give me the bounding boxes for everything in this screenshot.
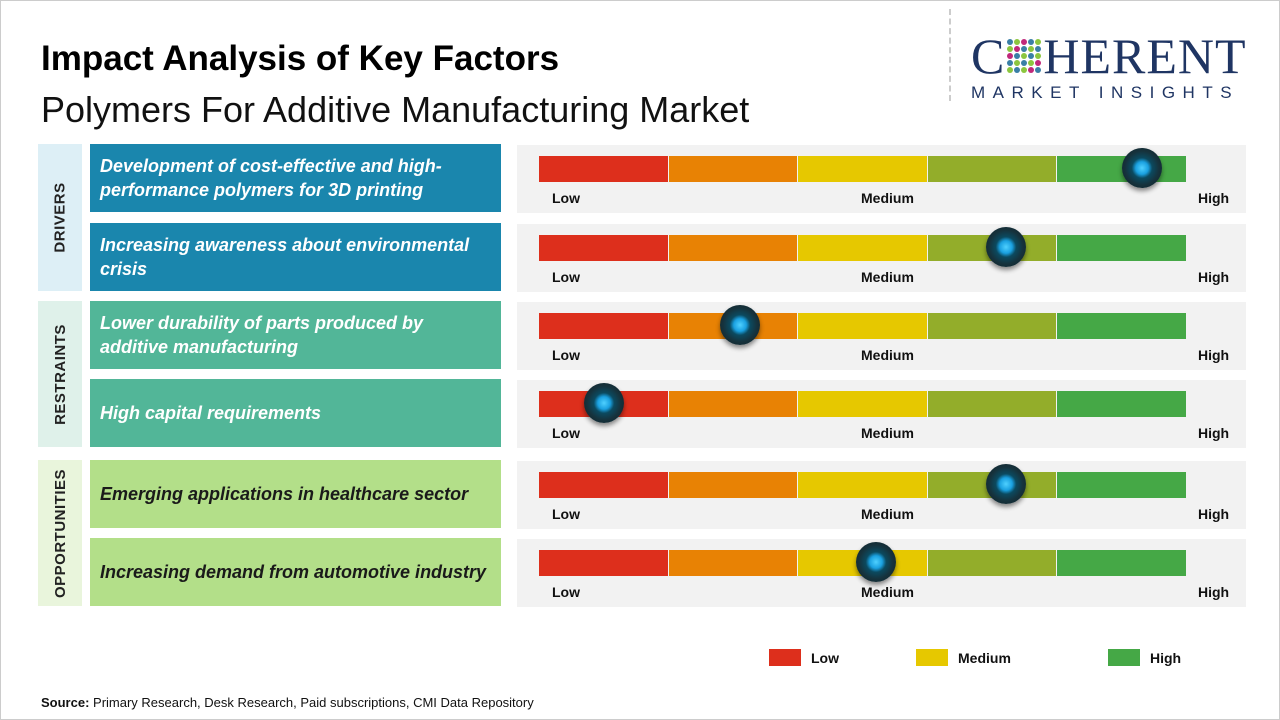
impact-marker	[985, 227, 1026, 267]
gauge-segment	[539, 550, 668, 576]
category-text: OPPORTUNITIES	[51, 468, 69, 598]
impact-marker	[985, 464, 1026, 504]
gauge-segment	[1057, 472, 1186, 498]
scale-label: High	[1198, 347, 1230, 363]
scale-label: Medium	[861, 190, 914, 206]
gauge-segment	[539, 235, 668, 261]
scale-label: Medium	[861, 269, 914, 285]
gauge-segment	[668, 472, 798, 498]
impact-marker	[1121, 148, 1162, 188]
gauge-segment	[668, 550, 798, 576]
chart-subtitle: Polymers For Additive Manufacturing Mark…	[41, 89, 750, 130]
gauge-segment	[1057, 391, 1186, 417]
scale-label: Medium	[861, 347, 914, 363]
gauge-segment	[1057, 313, 1186, 339]
scale-label: High	[1198, 269, 1230, 285]
gauge-segment	[927, 550, 1057, 576]
legend-label: Medium	[958, 649, 1011, 666]
scale-label: High	[1198, 190, 1230, 206]
factor-text: Development of cost-effective and high-p…	[90, 144, 501, 212]
scale-label: High	[1198, 506, 1230, 522]
category-text: DRIVERS	[51, 182, 69, 253]
impact-marker	[719, 305, 760, 345]
gauge-segment	[668, 235, 798, 261]
scale-label: Low	[552, 269, 580, 285]
impact-marker	[855, 542, 896, 582]
impact-gauge: Low Medium High	[517, 302, 1246, 370]
gauge-segment	[927, 313, 1057, 339]
gauge-segment	[798, 156, 927, 182]
scale-label: Medium	[861, 425, 914, 441]
scale-label: Medium	[861, 584, 914, 600]
gauge-segment	[1057, 235, 1186, 261]
factor-text: Lower durability of parts produced by ad…	[90, 301, 501, 369]
legend-label: High	[1150, 649, 1182, 666]
gauge-segment	[798, 472, 927, 498]
chart-title: Impact Analysis of Key Factors	[41, 39, 560, 78]
gauge-segment	[668, 391, 798, 417]
factor-text: Increasing awareness about environmental…	[90, 223, 501, 291]
legend-swatch	[1108, 649, 1140, 666]
gauge-segment	[539, 156, 668, 182]
scale-label: Low	[552, 506, 580, 522]
impact-gauge: Low Medium High	[517, 224, 1246, 292]
scale-label: Low	[552, 347, 580, 363]
gauge-segment	[539, 472, 668, 498]
globe-icon	[1007, 39, 1042, 73]
scale-label: Low	[552, 425, 580, 441]
factor-text: High capital requirements	[90, 379, 501, 447]
legend-swatch	[916, 649, 948, 666]
legend-item: Medium	[916, 649, 1011, 666]
gauge-segment	[668, 156, 798, 182]
gauge-segment	[798, 235, 927, 261]
legend-item: High	[1108, 649, 1181, 666]
category-label: RESTRAINTS	[38, 301, 82, 447]
gauge-segment	[927, 391, 1057, 417]
logo-tagline: MARKET INSIGHTS	[971, 83, 1240, 102]
impact-gauge: Low Medium High	[517, 145, 1246, 213]
source-note: Source: Primary Research, Desk Research,…	[41, 695, 534, 710]
legend-swatch	[769, 649, 801, 666]
category-text: RESTRAINTS	[51, 323, 69, 425]
impact-marker	[583, 383, 624, 423]
gauge-segment	[927, 156, 1057, 182]
factor-text: Increasing demand from automotive indust…	[90, 538, 501, 606]
gauge-segment	[798, 391, 927, 417]
impact-gauge: Low Medium High	[517, 461, 1246, 529]
impact-gauge: Low Medium High	[517, 539, 1246, 607]
gauge-segment	[798, 313, 927, 339]
category-label: OPPORTUNITIES	[38, 460, 82, 606]
scale-label: Medium	[861, 506, 914, 522]
scale-label: High	[1198, 425, 1230, 441]
gauge-segment	[1057, 550, 1186, 576]
source-label: Source:	[41, 695, 90, 710]
gauge-segment	[539, 313, 668, 339]
factor-text: Emerging applications in healthcare sect…	[90, 460, 501, 528]
scale-label: Low	[552, 584, 580, 600]
legend-label: Low	[811, 649, 839, 666]
impact-gauge: Low Medium High	[517, 380, 1246, 448]
logo: C HERENT MARKET INSIGHTS	[971, 31, 1261, 103]
legend-item: Low	[769, 649, 839, 666]
scale-label: Low	[552, 190, 580, 206]
category-label: DRIVERS	[38, 144, 82, 291]
divider	[949, 9, 951, 101]
source-text: Primary Research, Desk Research, Paid su…	[89, 695, 534, 710]
scale-label: High	[1198, 584, 1230, 600]
